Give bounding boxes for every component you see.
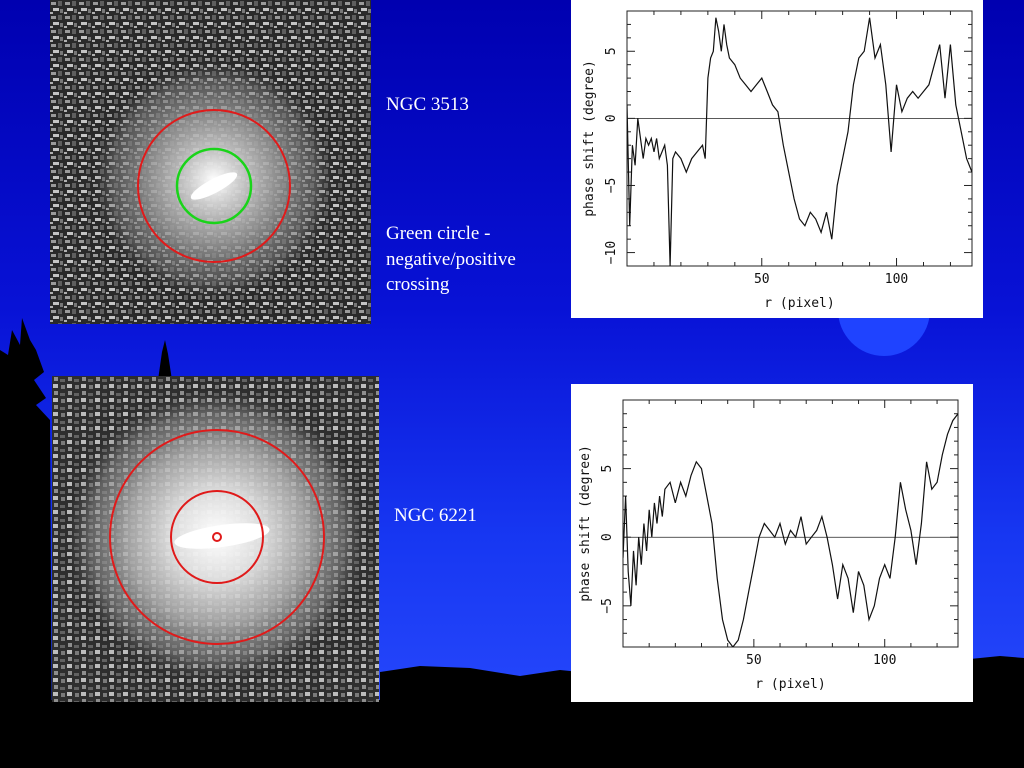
red-circle	[137, 109, 291, 263]
x-axis-label: r (pixel)	[764, 296, 834, 311]
galaxy-image-ngc6221	[52, 376, 379, 702]
inner-red-circle	[170, 490, 264, 584]
phase-shift-series-line	[627, 17, 972, 266]
center-marker	[212, 532, 222, 542]
outer-red-circle	[109, 429, 325, 645]
galaxy-image-ngc3513	[50, 0, 371, 324]
crossing-note: Green circle - negative/positive crossin…	[386, 223, 516, 296]
x-axis-label: r (pixel)	[755, 677, 825, 692]
x-tick-label: 100	[873, 653, 896, 668]
x-tick-label: 100	[885, 272, 908, 287]
y-tick-label: 0	[604, 114, 619, 122]
galaxy-name-label: NGC 3513	[386, 94, 469, 115]
galaxy-bar	[174, 523, 270, 549]
x-tick-label: 50	[746, 653, 762, 668]
tree-silhouette	[0, 318, 52, 768]
y-axis-label: phase shift (degree)	[578, 445, 593, 602]
green-circle	[175, 147, 253, 225]
phase-shift-chart-ngc6221: 50 100 −5 0 5 r (pixel) phase shift (degree)	[571, 384, 973, 702]
galaxy-name-label: NGC 6221	[394, 505, 477, 526]
left-panel-edge-silhouette	[0, 700, 380, 768]
y-tick-label: −5	[600, 598, 615, 614]
y-axis-label: phase shift (degree)	[582, 60, 597, 217]
y-tick-label: 5	[604, 47, 619, 55]
phase-shift-chart-ngc3513: 50 100 −10 −5 0 5 r (pixel) phase shift (degree…	[571, 0, 983, 318]
plot-frame	[622, 399, 959, 648]
y-tick-label: 5	[600, 465, 615, 473]
y-tick-label: −10	[604, 241, 619, 264]
phase-shift-series-line	[623, 413, 958, 647]
x-tick-label: 50	[754, 272, 770, 287]
galaxy-bar	[190, 172, 238, 200]
small-tree-silhouette	[158, 340, 172, 380]
y-tick-label: −5	[604, 178, 619, 194]
plot-frame	[626, 10, 973, 267]
y-tick-label: 0	[600, 533, 615, 541]
